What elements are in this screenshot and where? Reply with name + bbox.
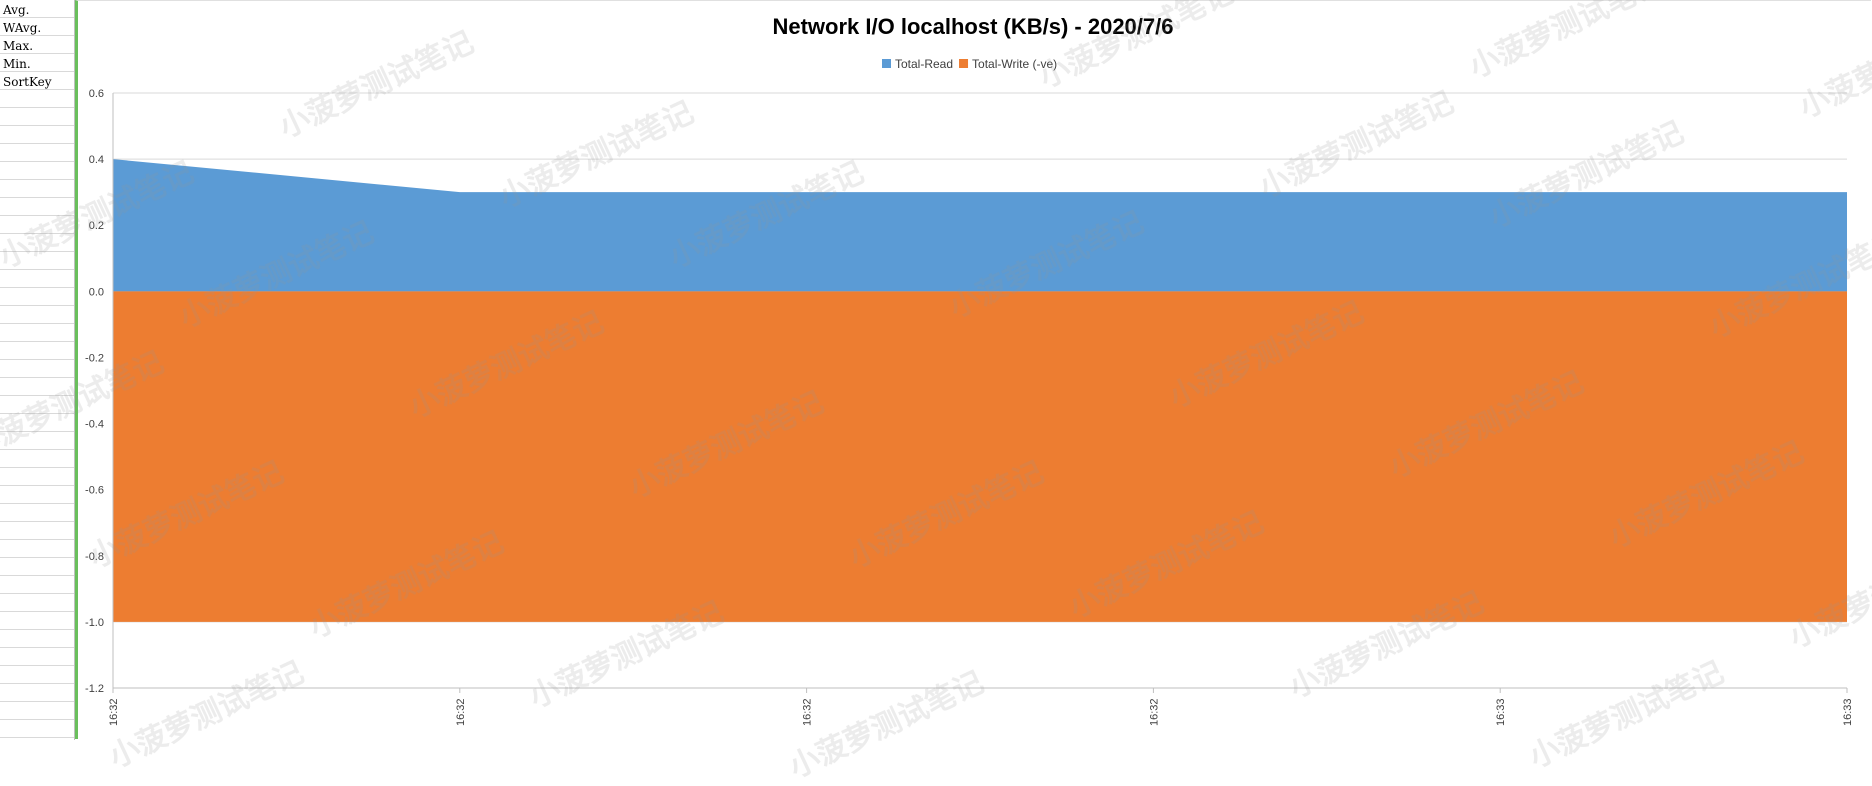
chart-frame[interactable] <box>75 0 1871 739</box>
y-tick-label: -0.4 <box>85 419 104 431</box>
legend-label-1: Total-Write (-ve) <box>972 57 1057 71</box>
y-tick-label: 0.2 <box>89 220 104 232</box>
x-tick-label: 16:32 <box>1148 698 1160 726</box>
y-tick-label: 0.6 <box>89 88 104 100</box>
legend-label-0: Total-Read <box>895 57 953 71</box>
legend-swatch-0 <box>882 59 891 68</box>
row-label-min: Min. <box>3 57 31 71</box>
legend-swatch-1 <box>959 59 969 68</box>
row-label-max: Max. <box>3 39 34 53</box>
row-label-wavg: WAvg. <box>3 21 42 35</box>
y-tick-label: -0.6 <box>85 485 104 497</box>
chart-legend: Total-Read Total-Write (-ve) <box>882 57 1057 71</box>
y-tick-label: -1.0 <box>85 617 104 629</box>
area-series-0 <box>113 159 1847 292</box>
y-tick-label: -0.2 <box>85 352 104 364</box>
y-tick-label: -1.2 <box>85 683 104 695</box>
y-axis-tick-labels: 0.6 0.4 0.2 0.0 -0.2 -0.4 -0.6 -0.8 -1.0 -1.2 <box>85 88 104 695</box>
chart-areas <box>113 159 1847 622</box>
x-tick-label: 16:32 <box>108 698 120 726</box>
network-io-chart[interactable]: Network I/O localhost (KB/s) - 2020/7/6 … <box>0 0 1872 740</box>
x-axis-tick-labels: 16:32 16:32 16:32 16:32 16:33 16:33 <box>108 698 1854 726</box>
chart-title: Network I/O localhost (KB/s) - 2020/7/6 <box>772 14 1173 39</box>
x-tick-label: 16:32 <box>455 698 467 726</box>
y-tick-label: 0.4 <box>89 154 104 166</box>
spreadsheet-row-panel: Avg. WAvg. Max. Min. SortKey <box>0 0 75 740</box>
x-tick-label: 16:33 <box>1495 698 1507 726</box>
row-label-avg: Avg. <box>3 3 30 17</box>
y-tick-label: 0.0 <box>89 286 104 298</box>
chart-axes <box>112 93 1848 693</box>
x-tick-label: 16:33 <box>1842 698 1854 726</box>
area-series-1 <box>113 291 1847 622</box>
y-tick-label: -0.8 <box>85 551 104 563</box>
x-tick-label: 16:32 <box>802 698 814 726</box>
row-label-sortkey: SortKey <box>3 75 52 89</box>
